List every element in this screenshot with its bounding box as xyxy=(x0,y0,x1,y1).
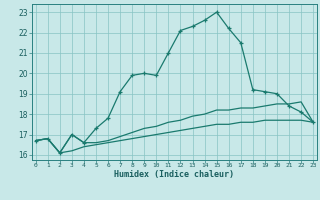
X-axis label: Humidex (Indice chaleur): Humidex (Indice chaleur) xyxy=(115,170,234,179)
